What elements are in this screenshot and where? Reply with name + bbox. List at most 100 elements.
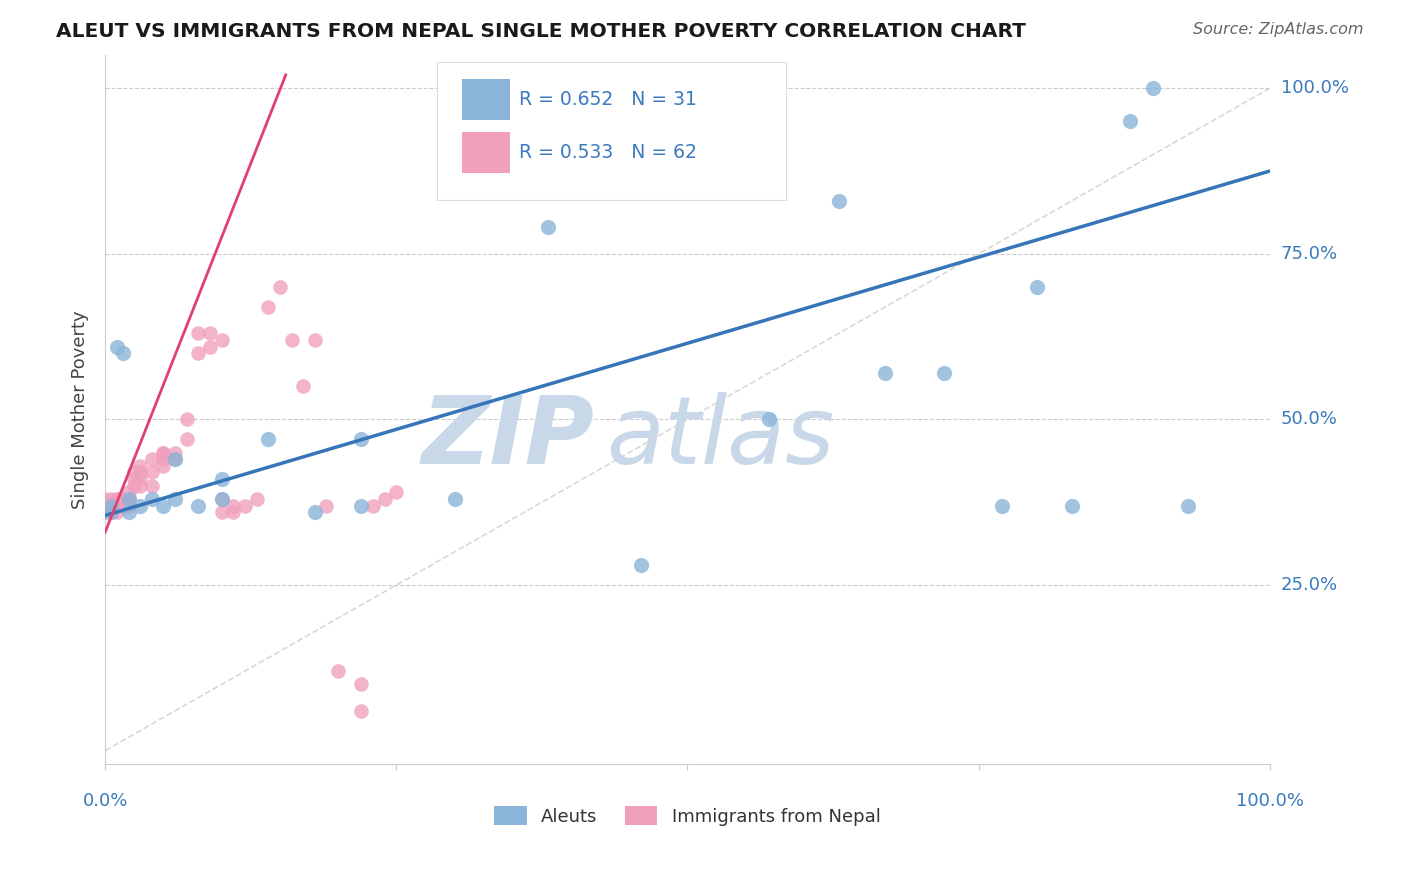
Point — [246, 491, 269, 506]
Point — [257, 432, 280, 446]
Point — [165, 445, 187, 459]
Point — [1025, 280, 1047, 294]
Point — [105, 491, 128, 506]
Point — [105, 505, 128, 519]
Point — [129, 499, 152, 513]
FancyBboxPatch shape — [437, 62, 786, 201]
Point — [94, 505, 117, 519]
Point — [187, 499, 209, 513]
FancyBboxPatch shape — [461, 132, 510, 173]
Text: 100.0%: 100.0% — [1281, 79, 1348, 97]
Point — [1177, 499, 1199, 513]
Point — [105, 491, 128, 506]
Point — [222, 505, 245, 519]
Point — [100, 499, 122, 513]
Point — [385, 485, 408, 500]
Point — [141, 491, 163, 506]
Point — [211, 333, 233, 347]
Point — [165, 452, 187, 467]
Point — [94, 505, 117, 519]
Point — [292, 379, 315, 393]
Point — [111, 491, 134, 506]
Point — [100, 505, 122, 519]
Point — [111, 499, 134, 513]
Point — [1142, 81, 1164, 95]
Point — [211, 491, 233, 506]
Point — [304, 505, 326, 519]
Text: 75.0%: 75.0% — [1281, 244, 1339, 263]
Point — [117, 491, 139, 506]
Point — [129, 458, 152, 473]
Point — [211, 491, 233, 506]
Text: R = 0.533   N = 62: R = 0.533 N = 62 — [519, 144, 696, 162]
Point — [257, 300, 280, 314]
Point — [176, 412, 198, 426]
Point — [111, 499, 134, 513]
Point — [124, 478, 146, 492]
Point — [350, 499, 373, 513]
Text: ALEUT VS IMMIGRANTS FROM NEPAL SINGLE MOTHER POVERTY CORRELATION CHART: ALEUT VS IMMIGRANTS FROM NEPAL SINGLE MO… — [56, 22, 1026, 41]
Point — [105, 499, 128, 513]
Point — [152, 499, 174, 513]
Point — [326, 664, 349, 678]
Point — [100, 505, 122, 519]
Text: ZIP: ZIP — [422, 392, 595, 483]
Point — [100, 491, 122, 506]
Point — [94, 499, 117, 513]
Point — [152, 458, 174, 473]
Point — [187, 346, 209, 360]
Point — [304, 333, 326, 347]
Point — [129, 478, 152, 492]
Point — [315, 499, 337, 513]
Point — [187, 326, 209, 341]
Text: 100.0%: 100.0% — [1236, 791, 1303, 810]
Point — [211, 505, 233, 519]
Point — [537, 220, 560, 235]
Point — [129, 466, 152, 480]
Point — [350, 704, 373, 718]
Point — [124, 466, 146, 480]
Point — [233, 499, 256, 513]
Text: 50.0%: 50.0% — [1281, 410, 1337, 428]
Point — [991, 499, 1014, 513]
Point — [117, 491, 139, 506]
Point — [117, 491, 139, 506]
Point — [100, 499, 122, 513]
Point — [124, 472, 146, 486]
Point — [875, 366, 897, 380]
Text: 25.0%: 25.0% — [1281, 576, 1339, 594]
Point — [443, 491, 465, 506]
Point — [374, 491, 396, 506]
Point — [269, 280, 291, 294]
Point — [94, 499, 117, 513]
Point — [280, 333, 302, 347]
Point — [100, 505, 122, 519]
Point — [105, 499, 128, 513]
Point — [141, 452, 163, 467]
Legend: Aleuts, Immigrants from Nepal: Aleuts, Immigrants from Nepal — [495, 806, 880, 826]
Point — [152, 445, 174, 459]
Point — [198, 326, 221, 341]
Point — [198, 340, 221, 354]
Point — [350, 677, 373, 691]
Point — [141, 478, 163, 492]
Point — [222, 499, 245, 513]
Point — [117, 505, 139, 519]
Point — [211, 472, 233, 486]
Text: atlas: atlas — [606, 392, 834, 483]
Point — [105, 340, 128, 354]
Point — [117, 499, 139, 513]
Point — [630, 558, 652, 573]
Point — [117, 485, 139, 500]
Point — [176, 432, 198, 446]
Point — [758, 412, 780, 426]
Point — [152, 445, 174, 459]
Point — [1060, 499, 1083, 513]
Point — [1119, 114, 1142, 128]
Point — [350, 432, 373, 446]
Point — [932, 366, 955, 380]
FancyBboxPatch shape — [461, 78, 510, 120]
Point — [152, 452, 174, 467]
Point — [141, 466, 163, 480]
Point — [165, 491, 187, 506]
